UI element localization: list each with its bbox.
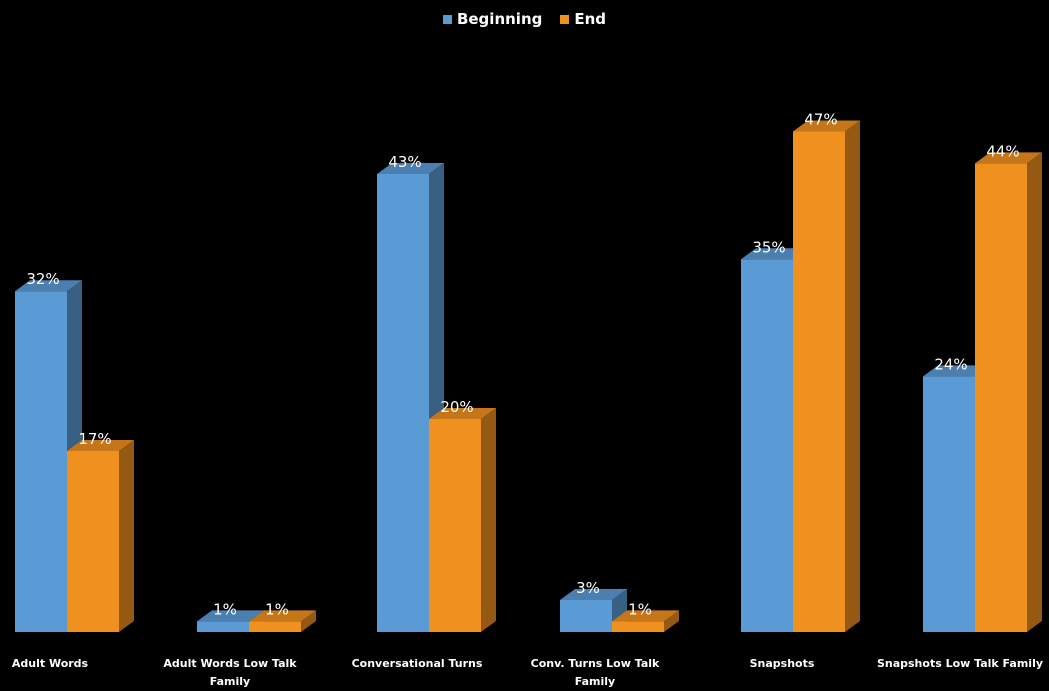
legend-label-beginning: Beginning xyxy=(456,10,543,28)
bar-top-end-2 xyxy=(429,408,496,419)
value-label-beginning-3: 3% xyxy=(576,579,600,597)
bar-top-end-0 xyxy=(67,439,134,451)
value-label-beginning-0: 32% xyxy=(26,270,59,288)
category-label-adult-words: Adult Words xyxy=(11,657,89,670)
category-label-snapshots-low-talk: Snapshots Low Talk Family xyxy=(876,657,1044,670)
value-label-end-0: 17% xyxy=(78,430,111,448)
bar-side-end-1 xyxy=(301,610,316,632)
bar-top-beginning-1 xyxy=(197,610,264,622)
category-label-adult-words-low-talk: Adult Words Low Talk Family xyxy=(163,657,297,688)
legend-label-end: End xyxy=(574,10,607,28)
value-label-end-1: 1% xyxy=(265,600,289,618)
legend-swatch-beginning xyxy=(442,14,452,24)
bar-front-beginning-2 xyxy=(377,174,429,633)
bar-top-end-5 xyxy=(975,152,1042,164)
bar-end-5 xyxy=(975,152,1042,632)
bar-beginning-3 xyxy=(560,589,627,632)
bar-end-4 xyxy=(793,120,860,632)
value-label-end-5: 44% xyxy=(986,142,1019,160)
bar-front-end-1 xyxy=(249,621,301,632)
chart-legend: Beginning End xyxy=(0,10,1049,28)
value-label-beginning-5: 24% xyxy=(934,355,967,373)
bar-top-beginning-0 xyxy=(15,280,82,292)
bar-top-beginning-3 xyxy=(560,589,627,601)
bar-side-end-3 xyxy=(664,610,679,632)
bar-side-end-0 xyxy=(119,439,134,632)
bar-side-end-2 xyxy=(481,408,496,632)
bar-front-beginning-5 xyxy=(923,376,975,632)
bar-front-end-3 xyxy=(612,621,664,632)
category-label-conversational-turns: Conversational Turns xyxy=(351,657,483,670)
legend-swatch-end xyxy=(560,14,570,24)
bar-end-1 xyxy=(249,610,316,632)
value-label-beginning-4: 35% xyxy=(752,238,785,256)
legend-item-beginning: Beginning xyxy=(442,10,543,28)
bar-side-end-4 xyxy=(845,120,860,632)
bar-top-beginning-4 xyxy=(741,248,808,260)
bar-top-end-1 xyxy=(249,610,316,622)
bar-front-beginning-1 xyxy=(197,621,249,632)
value-label-beginning-2: 43% xyxy=(388,153,421,171)
bar-front-end-4 xyxy=(793,131,845,632)
bar-top-beginning-2 xyxy=(377,163,444,175)
bar-front-beginning-4 xyxy=(741,259,793,632)
value-label-end-3: 1% xyxy=(628,600,652,618)
category-label-conv-turns-low-talk: Conv. Turns Low Talk Family xyxy=(530,657,660,688)
value-label-beginning-1: 1% xyxy=(213,600,237,618)
category-label-snapshots: Snapshots xyxy=(749,657,815,670)
bar-front-end-2 xyxy=(429,419,481,632)
bar-end-3 xyxy=(612,610,679,632)
bar-front-beginning-3 xyxy=(560,600,612,632)
legend-item-end: End xyxy=(560,10,606,28)
value-label-end-2: 20% xyxy=(440,398,473,416)
bar-top-end-3 xyxy=(612,610,679,622)
bar-side-end-5 xyxy=(1027,152,1042,632)
bar-end-2 xyxy=(429,408,496,632)
bar-front-end-5 xyxy=(975,163,1027,632)
bar-front-beginning-0 xyxy=(15,291,67,632)
value-label-end-4: 47% xyxy=(804,110,837,128)
bar-front-end-0 xyxy=(67,450,119,632)
bar-top-end-4 xyxy=(793,120,860,132)
bar-top-beginning-5 xyxy=(923,365,990,377)
bar-end-0 xyxy=(67,439,134,632)
